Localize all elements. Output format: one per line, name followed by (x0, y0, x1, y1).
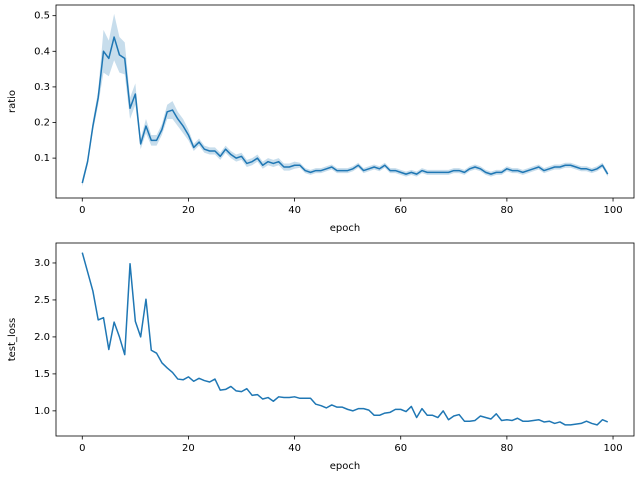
y-tick-label: 1.5 (34, 369, 50, 380)
y-axis-label: ratio (7, 90, 18, 113)
x-axis-label: epoch (330, 461, 360, 472)
y-tick-label: 2.0 (34, 332, 50, 343)
x-tick-label: 40 (288, 443, 301, 454)
y-tick-label: 0.1 (34, 153, 50, 164)
x-tick-label: 0 (79, 205, 85, 216)
y-tick-label: 0.5 (34, 11, 50, 22)
y-axis-label: test_loss (7, 318, 18, 362)
x-axis-label: epoch (330, 223, 360, 234)
x-tick-label: 100 (603, 443, 622, 454)
y-tick-label: 3.0 (34, 258, 50, 269)
x-tick-label: 80 (501, 205, 514, 216)
y-tick-label: 0.3 (34, 82, 50, 93)
plot-area (81, 13, 609, 187)
axes-frame (55, 4, 635, 199)
x-tick-label: 100 (603, 205, 622, 216)
y-tick-label: 0.2 (34, 118, 50, 129)
x-tick-label: 0 (79, 443, 85, 454)
x-tick-label: 60 (394, 443, 407, 454)
x-tick-label: 60 (394, 205, 407, 216)
axes-frame (55, 242, 635, 437)
plot-area (81, 252, 609, 426)
x-tick-label: 20 (182, 205, 195, 216)
x-tick-label: 40 (288, 205, 301, 216)
line (81, 36, 609, 184)
confidence-band (82, 13, 608, 187)
line (81, 252, 609, 426)
y-tick-label: 1.0 (34, 406, 50, 417)
y-tick-label: 2.5 (34, 295, 50, 306)
x-tick-label: 80 (501, 443, 514, 454)
y-tick-label: 0.4 (34, 46, 50, 57)
x-tick-label: 20 (182, 443, 195, 454)
